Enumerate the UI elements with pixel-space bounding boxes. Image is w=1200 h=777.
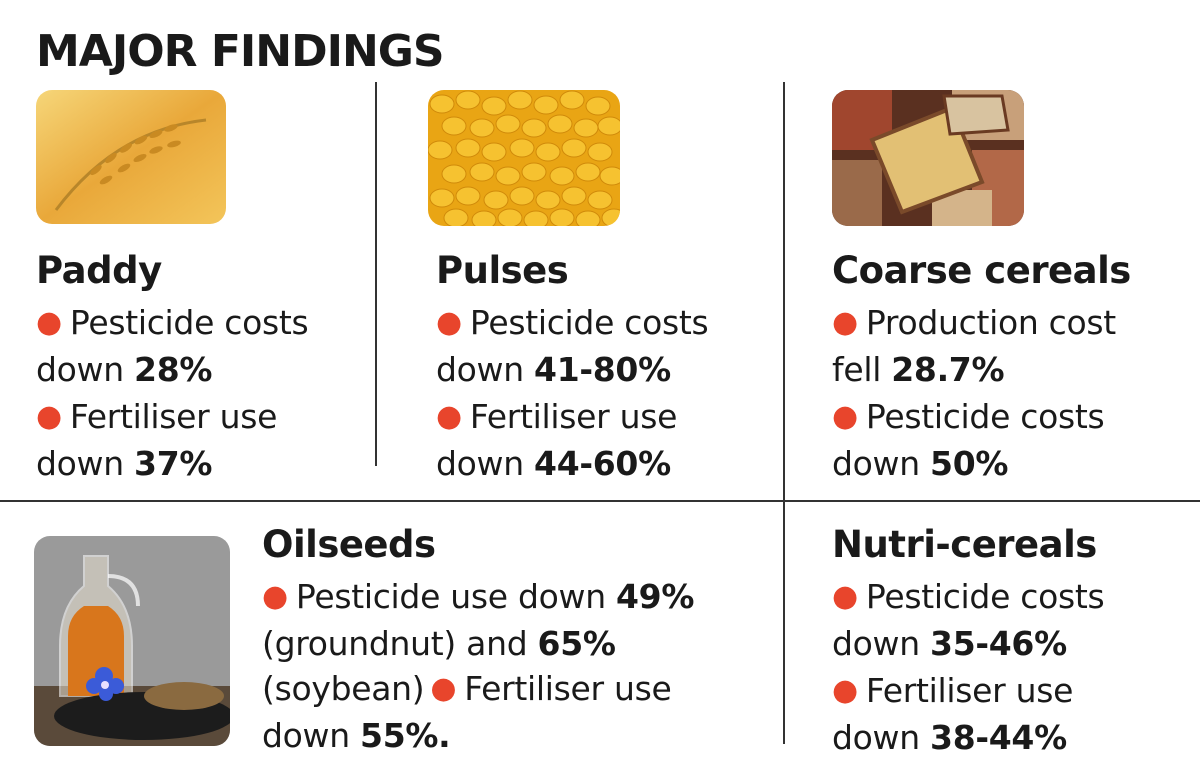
nutri-cereals-point-1: ● Pesticide costs down 35-46% (832, 577, 1105, 663)
bullet-icon: ● (832, 579, 858, 614)
paddy-section: Paddy ● Pesticide costs down 28% ● Fertili… (36, 248, 366, 488)
oilseeds-heading: Oilseeds (262, 523, 436, 566)
nutri-cereals-point-2: ● Fertiliser use down 38-44% (832, 671, 1074, 757)
pulses-heading: Pulses (436, 249, 569, 292)
bullet-icon: ● (262, 579, 288, 614)
bullet-icon: ● (430, 671, 457, 706)
bullet-icon: ● (36, 305, 62, 340)
divider-horizontal (0, 500, 1200, 502)
pulses-point-2: ● Fertiliser use down 44-60% (436, 397, 678, 483)
bullet-icon: ● (36, 399, 62, 434)
oilseeds-photo (34, 536, 230, 746)
nutri-cereals-section: Nutri-cereals ● Pesticide costs down 35-4… (832, 522, 1162, 762)
paddy-heading: Paddy (36, 249, 162, 292)
paddy-point-1: ● Pesticide costs down 28% (36, 303, 309, 389)
oilseeds-section: Oilseeds ● Pesticide use down 49% (ground… (262, 522, 767, 760)
bullet-icon: ● (832, 399, 858, 434)
coarse-cereals-photo (832, 90, 1024, 226)
pulses-section: Pulses ● Pesticide costs down 41-80% ● Fer… (436, 248, 766, 488)
oilseeds-points: ● Pesticide use down 49% (groundnut) and … (262, 577, 695, 755)
divider-vertical-left (375, 82, 377, 466)
coarse-cereals-section: Coarse cereals ● Production cost fell 28.… (832, 248, 1162, 488)
bullet-icon: ● (436, 305, 462, 340)
bullet-icon: ● (436, 399, 462, 434)
paddy-point-2: ● Fertiliser use down 37% (36, 397, 278, 483)
divider-vertical-right (783, 82, 785, 744)
coarse-cereals-point-1: ● Production cost fell 28.7% (832, 303, 1116, 389)
coarse-cereals-heading: Coarse cereals (832, 249, 1131, 292)
bullet-icon: ● (832, 305, 858, 340)
bullet-icon: ● (832, 673, 858, 708)
pulses-point-1: ● Pesticide costs down 41-80% (436, 303, 709, 389)
coarse-cereals-point-2: ● Pesticide costs down 50% (832, 397, 1105, 483)
nutri-cereals-heading: Nutri-cereals (832, 523, 1097, 566)
pulses-photo (428, 90, 620, 226)
paddy-photo (36, 90, 226, 224)
page-title: MAJOR FINDINGS (36, 26, 445, 77)
